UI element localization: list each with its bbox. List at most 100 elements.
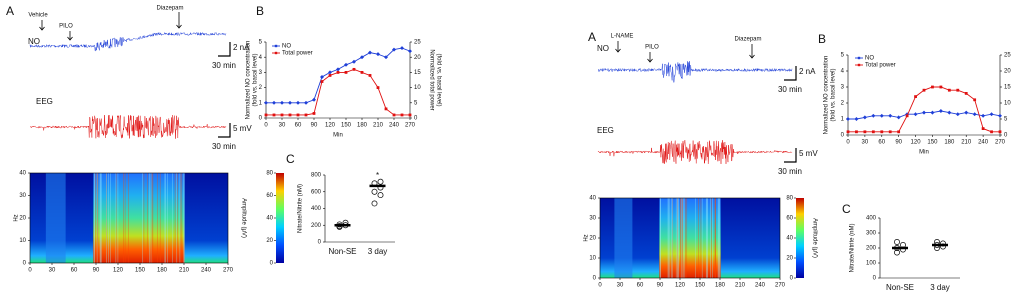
point bbox=[360, 55, 364, 60]
point bbox=[264, 100, 268, 105]
y-tick-label: 15 bbox=[414, 70, 421, 76]
scale-label: 5 mV bbox=[233, 124, 252, 133]
x-tick-label: 60 bbox=[637, 283, 644, 289]
y-tick-label: 200 bbox=[866, 246, 877, 252]
y-tick-label: 0 bbox=[259, 116, 263, 122]
trace-label: NO bbox=[28, 37, 40, 46]
y-tick-label: 0 bbox=[841, 133, 845, 139]
point bbox=[312, 112, 316, 115]
panel-label: B bbox=[256, 4, 264, 18]
x-tick-label: 3 day bbox=[930, 283, 950, 292]
colorbar-tick-label: 80 bbox=[786, 196, 793, 202]
x-tick-label: 0 bbox=[598, 283, 602, 289]
point bbox=[376, 52, 380, 57]
x-tick-label: 30 bbox=[862, 140, 869, 146]
panel-label: C bbox=[286, 152, 295, 166]
point bbox=[408, 113, 412, 117]
heatmap-burst bbox=[93, 173, 185, 263]
point bbox=[377, 192, 384, 199]
series-line bbox=[266, 68, 410, 116]
y-tick-label: 15 bbox=[1004, 85, 1011, 91]
heatmap-region bbox=[614, 198, 633, 278]
point bbox=[280, 100, 284, 105]
trace-label: EEG bbox=[597, 126, 614, 135]
y-tick-label: 20 bbox=[19, 216, 26, 222]
annotation: Vehicle bbox=[28, 13, 48, 19]
x-tick-label: 210 bbox=[961, 140, 972, 146]
point bbox=[964, 92, 968, 95]
point bbox=[384, 107, 388, 111]
x-tick-label: 180 bbox=[944, 140, 955, 146]
arrow-head bbox=[67, 36, 73, 41]
arrow-head bbox=[39, 26, 45, 31]
y-tick-label: 40 bbox=[19, 171, 26, 177]
y-tick-label: 5 bbox=[841, 53, 845, 59]
x-tick-label: 180 bbox=[357, 123, 368, 129]
point bbox=[888, 130, 892, 134]
point bbox=[871, 130, 875, 134]
arrow-head bbox=[615, 48, 621, 53]
x-tick-label: 240 bbox=[978, 140, 989, 146]
axis-label: Nitrate/Nitrite (nM) bbox=[850, 223, 856, 272]
point bbox=[344, 71, 348, 74]
legend-label: Total power bbox=[282, 51, 313, 57]
x-tick-label: 270 bbox=[775, 283, 786, 289]
point bbox=[377, 178, 384, 185]
point bbox=[964, 110, 969, 115]
annotation: Diazepam bbox=[734, 37, 761, 43]
point bbox=[947, 110, 952, 115]
legend-marker bbox=[857, 63, 861, 67]
x-tick-label: 0 bbox=[264, 123, 268, 129]
x-tick-label: 240 bbox=[201, 268, 212, 274]
point bbox=[846, 117, 850, 121]
x-tick-label: 210 bbox=[373, 123, 384, 129]
y-tick-label: 5 bbox=[414, 100, 418, 106]
colorbar-tick-label: 20 bbox=[266, 238, 273, 244]
trace bbox=[597, 61, 793, 83]
point bbox=[905, 114, 909, 118]
y-tick-label: 4 bbox=[259, 55, 263, 61]
y-tick-label: 0 bbox=[318, 240, 322, 246]
x-tick-label: 210 bbox=[179, 268, 190, 274]
point bbox=[913, 112, 918, 117]
x-tick-label: 270 bbox=[405, 123, 416, 129]
point bbox=[360, 71, 364, 74]
point bbox=[862, 115, 867, 120]
x-tick-label: 60 bbox=[71, 268, 78, 274]
point bbox=[304, 100, 308, 105]
colorbar-tick-label: 40 bbox=[266, 216, 273, 222]
annotation: L-NAME bbox=[611, 34, 634, 40]
point bbox=[376, 86, 380, 89]
axis-label: Amplitude (μV) bbox=[811, 218, 817, 258]
scale-label: 5 mV bbox=[799, 149, 818, 158]
point bbox=[922, 88, 926, 92]
scale-bar bbox=[784, 66, 797, 81]
scale-label: 30 min bbox=[778, 167, 802, 176]
y-tick-label: 2 bbox=[841, 101, 845, 107]
y-tick-label: 0 bbox=[23, 261, 27, 267]
axis-label: Nitrate/Nitrite (nM) bbox=[298, 184, 304, 233]
y-tick-label: 20 bbox=[414, 55, 421, 61]
x-tick-label: 180 bbox=[715, 283, 726, 289]
point bbox=[371, 200, 378, 207]
panel-label: A bbox=[588, 30, 596, 44]
y-tick-label: 20 bbox=[1004, 69, 1011, 75]
x-tick-label: 240 bbox=[389, 123, 400, 129]
trace bbox=[597, 140, 793, 164]
point bbox=[922, 110, 926, 115]
point bbox=[296, 100, 300, 105]
y-tick-label: 400 bbox=[311, 206, 322, 212]
trace-label: EEG bbox=[36, 97, 53, 106]
y-tick-label: 2 bbox=[259, 85, 263, 91]
point bbox=[871, 113, 876, 118]
point bbox=[894, 249, 900, 256]
point bbox=[998, 130, 1002, 134]
legend-marker bbox=[274, 51, 278, 55]
panel-label: A bbox=[6, 4, 14, 18]
point bbox=[280, 113, 284, 117]
y-tick-label: 10 bbox=[414, 85, 421, 91]
x-tick-label: 90 bbox=[895, 140, 902, 146]
colorbar-tick-label: 60 bbox=[266, 193, 273, 199]
point bbox=[400, 113, 404, 117]
x-tick-label: 30 bbox=[279, 123, 286, 129]
